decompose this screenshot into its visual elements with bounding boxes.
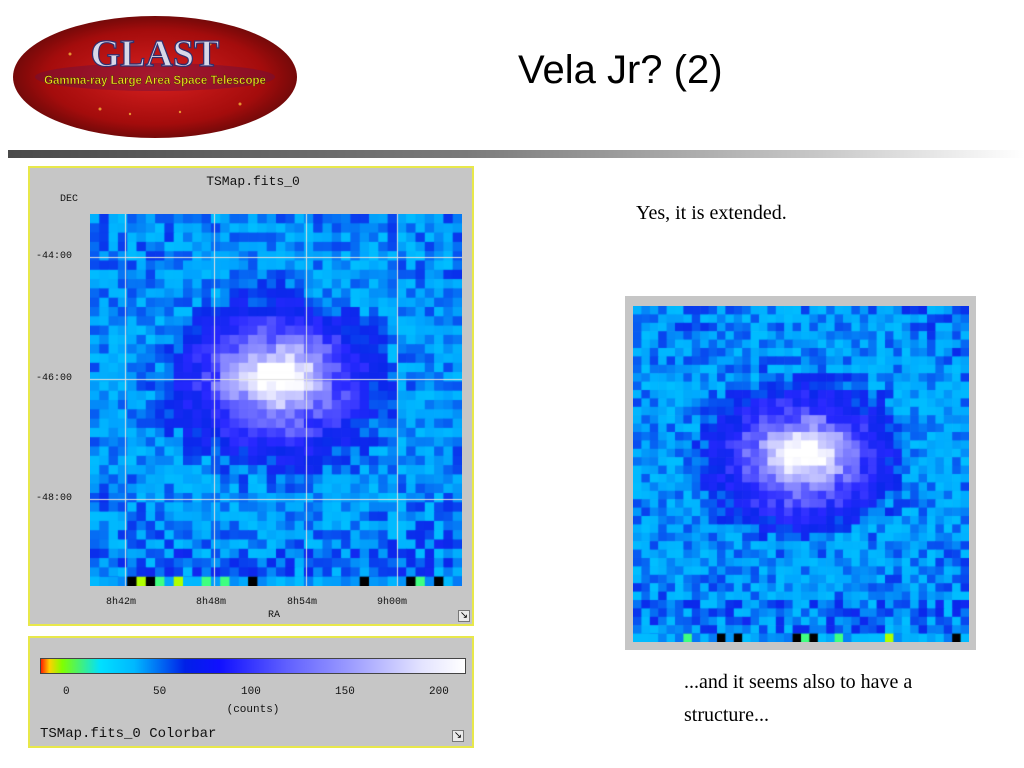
colorbar-tick: 50	[153, 686, 167, 698]
tsmap-window-title: TSMap.fits_0	[206, 174, 300, 189]
logo-tagline: Gamma-ray Large Area Space Telescope	[44, 75, 266, 87]
resize-corner-icon[interactable]: ↘	[458, 610, 470, 622]
zoomed-ts-map-image	[633, 306, 969, 642]
colorbar-tick: 200	[429, 686, 449, 698]
glast-logo: GLAST Gamma-ray Large Area Space Telesco…	[13, 16, 297, 138]
dec-tick: -48:00	[36, 493, 73, 504]
ra-tick: 8h54m	[287, 597, 318, 608]
colorbar-gradient	[40, 658, 466, 674]
dec-axis-label: DEC	[60, 194, 79, 205]
caption-extended: Yes, it is extended.	[636, 202, 787, 224]
colorbar-tick: 0	[63, 686, 70, 698]
ra-tick: 8h42m	[106, 597, 137, 608]
colorbar-window[interactable]: 0 50 100 150 200 (counts) TSMap.fits_0 C…	[28, 636, 474, 748]
resize-corner-icon[interactable]: ↘	[452, 730, 464, 742]
colorbar-window-title: TSMap.fits_0 Colorbar	[40, 726, 217, 742]
ra-tick: 9h00m	[377, 597, 408, 608]
tsmap-window[interactable]: TSMap.fits_0 DEC -44:00 -46:00 -48:00 8h…	[28, 166, 474, 626]
ts-map-image[interactable]	[90, 214, 462, 586]
logo-wordmark: GLAST	[91, 33, 220, 75]
slide-title: Vela Jr? (2)	[518, 48, 723, 92]
caption-structure: ...and it seems also to have a structure…	[684, 671, 913, 726]
colorbar-tick: 150	[335, 686, 355, 698]
ra-axis-label: RA	[268, 610, 281, 621]
colorbar-units: (counts)	[226, 704, 280, 716]
title-divider	[8, 150, 1024, 158]
dec-tick: -46:00	[36, 373, 73, 384]
zoomed-map-frame	[625, 296, 976, 650]
ra-tick: 8h48m	[196, 597, 227, 608]
dec-tick: -44:00	[36, 251, 73, 262]
colorbar-tick: 100	[241, 686, 261, 698]
